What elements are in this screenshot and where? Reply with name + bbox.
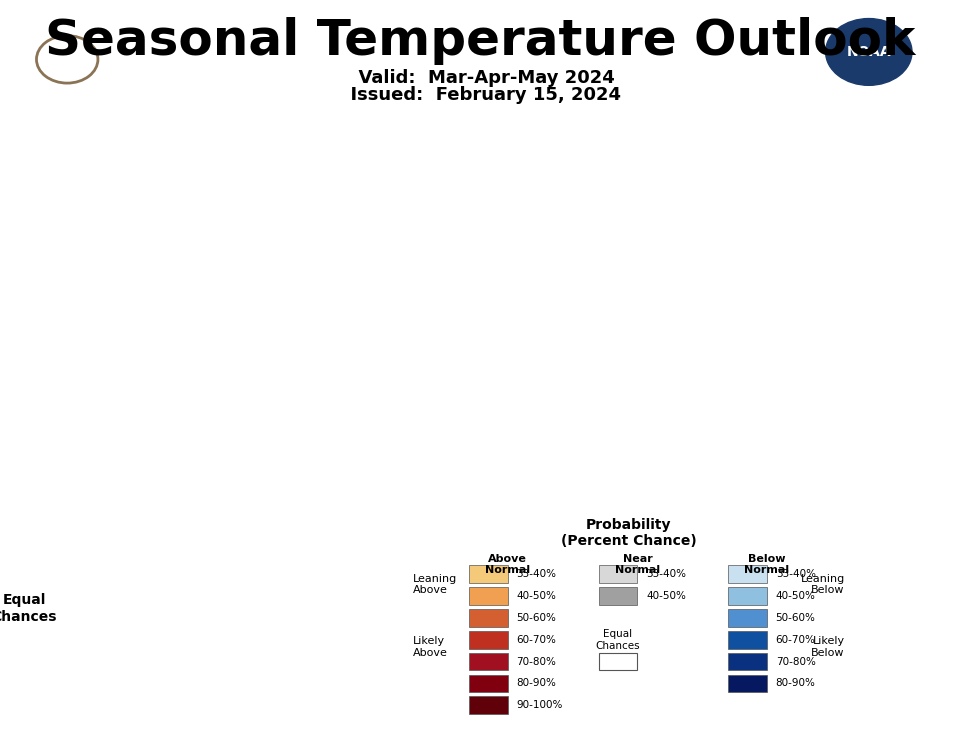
Text: 90-100%: 90-100%: [516, 700, 563, 710]
Text: Leaning
Above: Leaning Above: [413, 574, 457, 596]
Text: 33-40%: 33-40%: [776, 569, 816, 580]
FancyBboxPatch shape: [469, 565, 508, 583]
Text: Equal
Chances: Equal Chances: [0, 594, 57, 623]
Text: 40-50%: 40-50%: [646, 591, 686, 601]
Text: 33-40%: 33-40%: [646, 569, 686, 580]
FancyBboxPatch shape: [469, 588, 508, 605]
Text: 40-50%: 40-50%: [776, 591, 816, 601]
FancyBboxPatch shape: [728, 609, 767, 627]
FancyBboxPatch shape: [599, 653, 637, 671]
Text: Likely
Above: Likely Above: [413, 636, 447, 658]
FancyBboxPatch shape: [728, 588, 767, 605]
FancyBboxPatch shape: [728, 653, 767, 671]
FancyBboxPatch shape: [469, 631, 508, 649]
Text: 33-40%: 33-40%: [516, 569, 557, 580]
FancyBboxPatch shape: [728, 565, 767, 583]
Text: Equal
Chances: Equal Chances: [596, 629, 640, 651]
FancyBboxPatch shape: [599, 588, 637, 605]
Text: NOAA: NOAA: [847, 45, 891, 59]
FancyBboxPatch shape: [469, 653, 508, 671]
Text: Probability
(Percent Chance): Probability (Percent Chance): [561, 518, 697, 548]
FancyBboxPatch shape: [469, 696, 508, 714]
Text: 70-80%: 70-80%: [776, 657, 816, 666]
Text: Above
Normal: Above Normal: [485, 554, 531, 575]
Text: Leaning
Below: Leaning Below: [801, 574, 845, 596]
Text: 60-70%: 60-70%: [516, 634, 557, 645]
Text: 50-60%: 50-60%: [776, 613, 816, 623]
Text: 70-80%: 70-80%: [516, 657, 557, 666]
Text: Below
Normal: Below Normal: [744, 554, 790, 575]
Text: Near
Normal: Near Normal: [614, 554, 660, 575]
FancyBboxPatch shape: [469, 674, 508, 692]
Text: 60-70%: 60-70%: [776, 634, 816, 645]
Text: Likely
Below: Likely Below: [811, 636, 845, 658]
Text: 50-60%: 50-60%: [516, 613, 557, 623]
FancyBboxPatch shape: [728, 674, 767, 692]
Text: 80-90%: 80-90%: [516, 678, 557, 689]
FancyBboxPatch shape: [728, 631, 767, 649]
Circle shape: [826, 19, 912, 85]
FancyBboxPatch shape: [599, 565, 637, 583]
Text: Valid:  Mar-Apr-May 2024: Valid: Mar-Apr-May 2024: [346, 69, 614, 87]
FancyBboxPatch shape: [469, 609, 508, 627]
Text: 40-50%: 40-50%: [516, 591, 557, 601]
Text: 80-90%: 80-90%: [776, 678, 816, 689]
Text: Issued:  February 15, 2024: Issued: February 15, 2024: [339, 86, 621, 104]
Text: Seasonal Temperature Outlook: Seasonal Temperature Outlook: [45, 17, 915, 65]
